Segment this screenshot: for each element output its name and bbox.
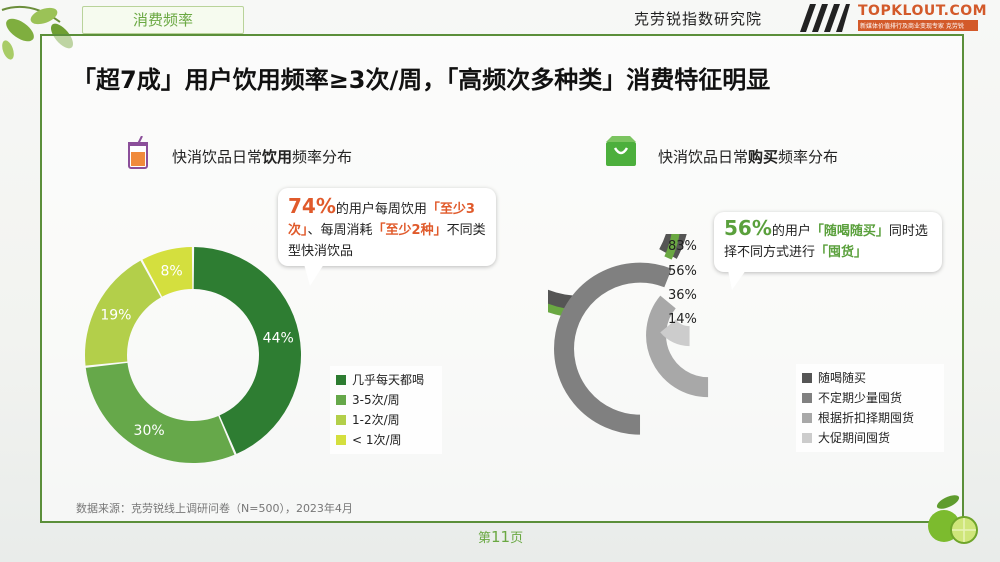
left-subtitle-bold: 饮用 [262, 148, 293, 166]
donut-slice [85, 362, 235, 463]
left-callout-text3: 不同类型快消饮品 [288, 223, 486, 259]
right-callout: 56%的用户「随喝随买」同时选择不同方式进行「囤货」 [714, 212, 942, 272]
legend-label: 随喝随买 [818, 371, 867, 385]
left-callout-text2: 、每周消耗 [307, 223, 373, 238]
radial-bar [646, 295, 709, 398]
right-callout-text2: 同时选择不同方式进行 [724, 224, 928, 260]
legend-swatch [336, 415, 346, 425]
donut-legend: 几乎每天都喝 3-5次/周 1-2次/周 < 1次/周 [330, 366, 442, 454]
page-number-pre: 第 [478, 531, 492, 546]
legend-swatch [802, 433, 812, 443]
left-callout-highlight1: 「至少3次」 [288, 202, 475, 238]
donut-slice-label: 30% [134, 423, 165, 439]
right-callout-highlight2: 「囤货」 [815, 245, 868, 260]
legend-label: 根据折扣择期囤货 [818, 411, 915, 425]
radial-legend-item: 根据折扣择期囤货 [802, 408, 938, 428]
stripes-logo-icon [800, 4, 850, 32]
radial-bar [660, 319, 691, 347]
donut-legend-item: 1-2次/周 [336, 410, 436, 430]
donut-legend-item: < 1次/周 [336, 430, 436, 450]
donut-legend-item: 3-5次/周 [336, 390, 436, 410]
donut-chart: 44% 30% 19% 8% [85, 247, 302, 463]
lime-decoration-icon [928, 495, 978, 544]
radial-bar [554, 262, 672, 435]
left-callout-text1: 的用户每周饮用 [335, 202, 427, 217]
section-tag: 消费频率 [82, 6, 244, 34]
legend-label: 3-5次/周 [352, 393, 400, 407]
left-callout-pct: 74% [288, 194, 336, 218]
left-callout-pointer [304, 264, 324, 286]
donut-legend-item: 几乎每天都喝 [336, 370, 436, 390]
legend-label: < 1次/周 [352, 433, 402, 447]
legend-swatch [802, 373, 812, 383]
legend-label: 几乎每天都喝 [352, 373, 425, 387]
left-callout-highlight2: 「至少2种」 [372, 223, 447, 238]
radial-value-label: 36% [668, 288, 697, 303]
legend-label: 1-2次/周 [352, 413, 400, 427]
donut-slice [142, 247, 193, 297]
legend-swatch [336, 375, 346, 385]
legend-swatch [336, 395, 346, 405]
left-callout: 74%的用户每周饮用「至少3次」、每周消耗「至少2种」不同类型快消饮品 [278, 188, 496, 266]
right-callout-text1: 的用户 [771, 224, 811, 239]
donut-slice-label: 19% [100, 308, 131, 324]
left-subtitle: 快消饮品日常饮用频率分布 [172, 146, 352, 167]
right-callout-pointer [728, 270, 746, 290]
donut-slice [85, 260, 161, 366]
left-subtitle-post: 频率分布 [292, 148, 353, 166]
right-subtitle: 快消饮品日常购买频率分布 [658, 146, 838, 167]
company-name: 克劳锐指数研究院 [634, 10, 763, 28]
right-subtitle-pre: 快消饮品日常 [658, 148, 749, 166]
radial-legend-item: 随喝随买 [802, 368, 938, 388]
radial-legend-item: 不定期少量囤货 [802, 388, 938, 408]
radial-value-label: 56% [668, 264, 697, 279]
radial-value-label: 14% [668, 312, 697, 327]
left-subtitle-pre: 快消饮品日常 [172, 148, 263, 166]
radial-bar-chart [548, 234, 709, 435]
radial-legend: 随喝随买 不定期少量囤货 根据折扣择期囤货 大促期间囤货 [796, 364, 944, 452]
radial-legend-item: 大促期间囤货 [802, 428, 938, 448]
shopping-bag-icon [606, 136, 636, 166]
donut-slice-label: 44% [263, 331, 294, 347]
legend-label: 不定期少量囤货 [818, 391, 903, 405]
right-subtitle-post: 频率分布 [778, 148, 839, 166]
page-number-value: 11 [491, 528, 511, 546]
legend-swatch [802, 393, 812, 403]
brand-logo: TOPKLOUT.COM 新媒体价值排行及商业变现专家 克劳锐 [858, 3, 988, 31]
data-source: 数据来源：克劳锐线上调研问卷（N=500），2023年4月 [76, 502, 353, 515]
drink-cup-icon [128, 136, 148, 169]
donut-slice-label: 8% [160, 264, 182, 280]
page-number: 第11页 [478, 527, 523, 546]
legend-swatch [802, 413, 812, 423]
right-subtitle-bold: 购买 [748, 148, 779, 166]
right-callout-highlight1: 「随喝随买」 [810, 224, 889, 239]
legend-swatch [336, 435, 346, 445]
donut-slice [193, 247, 302, 454]
page-number-post: 页 [510, 531, 524, 546]
radial-value-label: 83% [668, 239, 697, 254]
leaf-decoration-icon [1, 5, 74, 60]
legend-label: 大促期间囤货 [818, 431, 891, 445]
right-callout-pct: 56% [724, 216, 772, 240]
brand-slogan: 新媒体价值排行及商业变现专家 克劳锐 [858, 20, 978, 31]
brand-name: TOPKLOUT.COM [858, 3, 988, 19]
page-title: 「超7成」用户饮用频率≥3次/周，「高频次多种类」消费特征明显 [72, 66, 771, 94]
